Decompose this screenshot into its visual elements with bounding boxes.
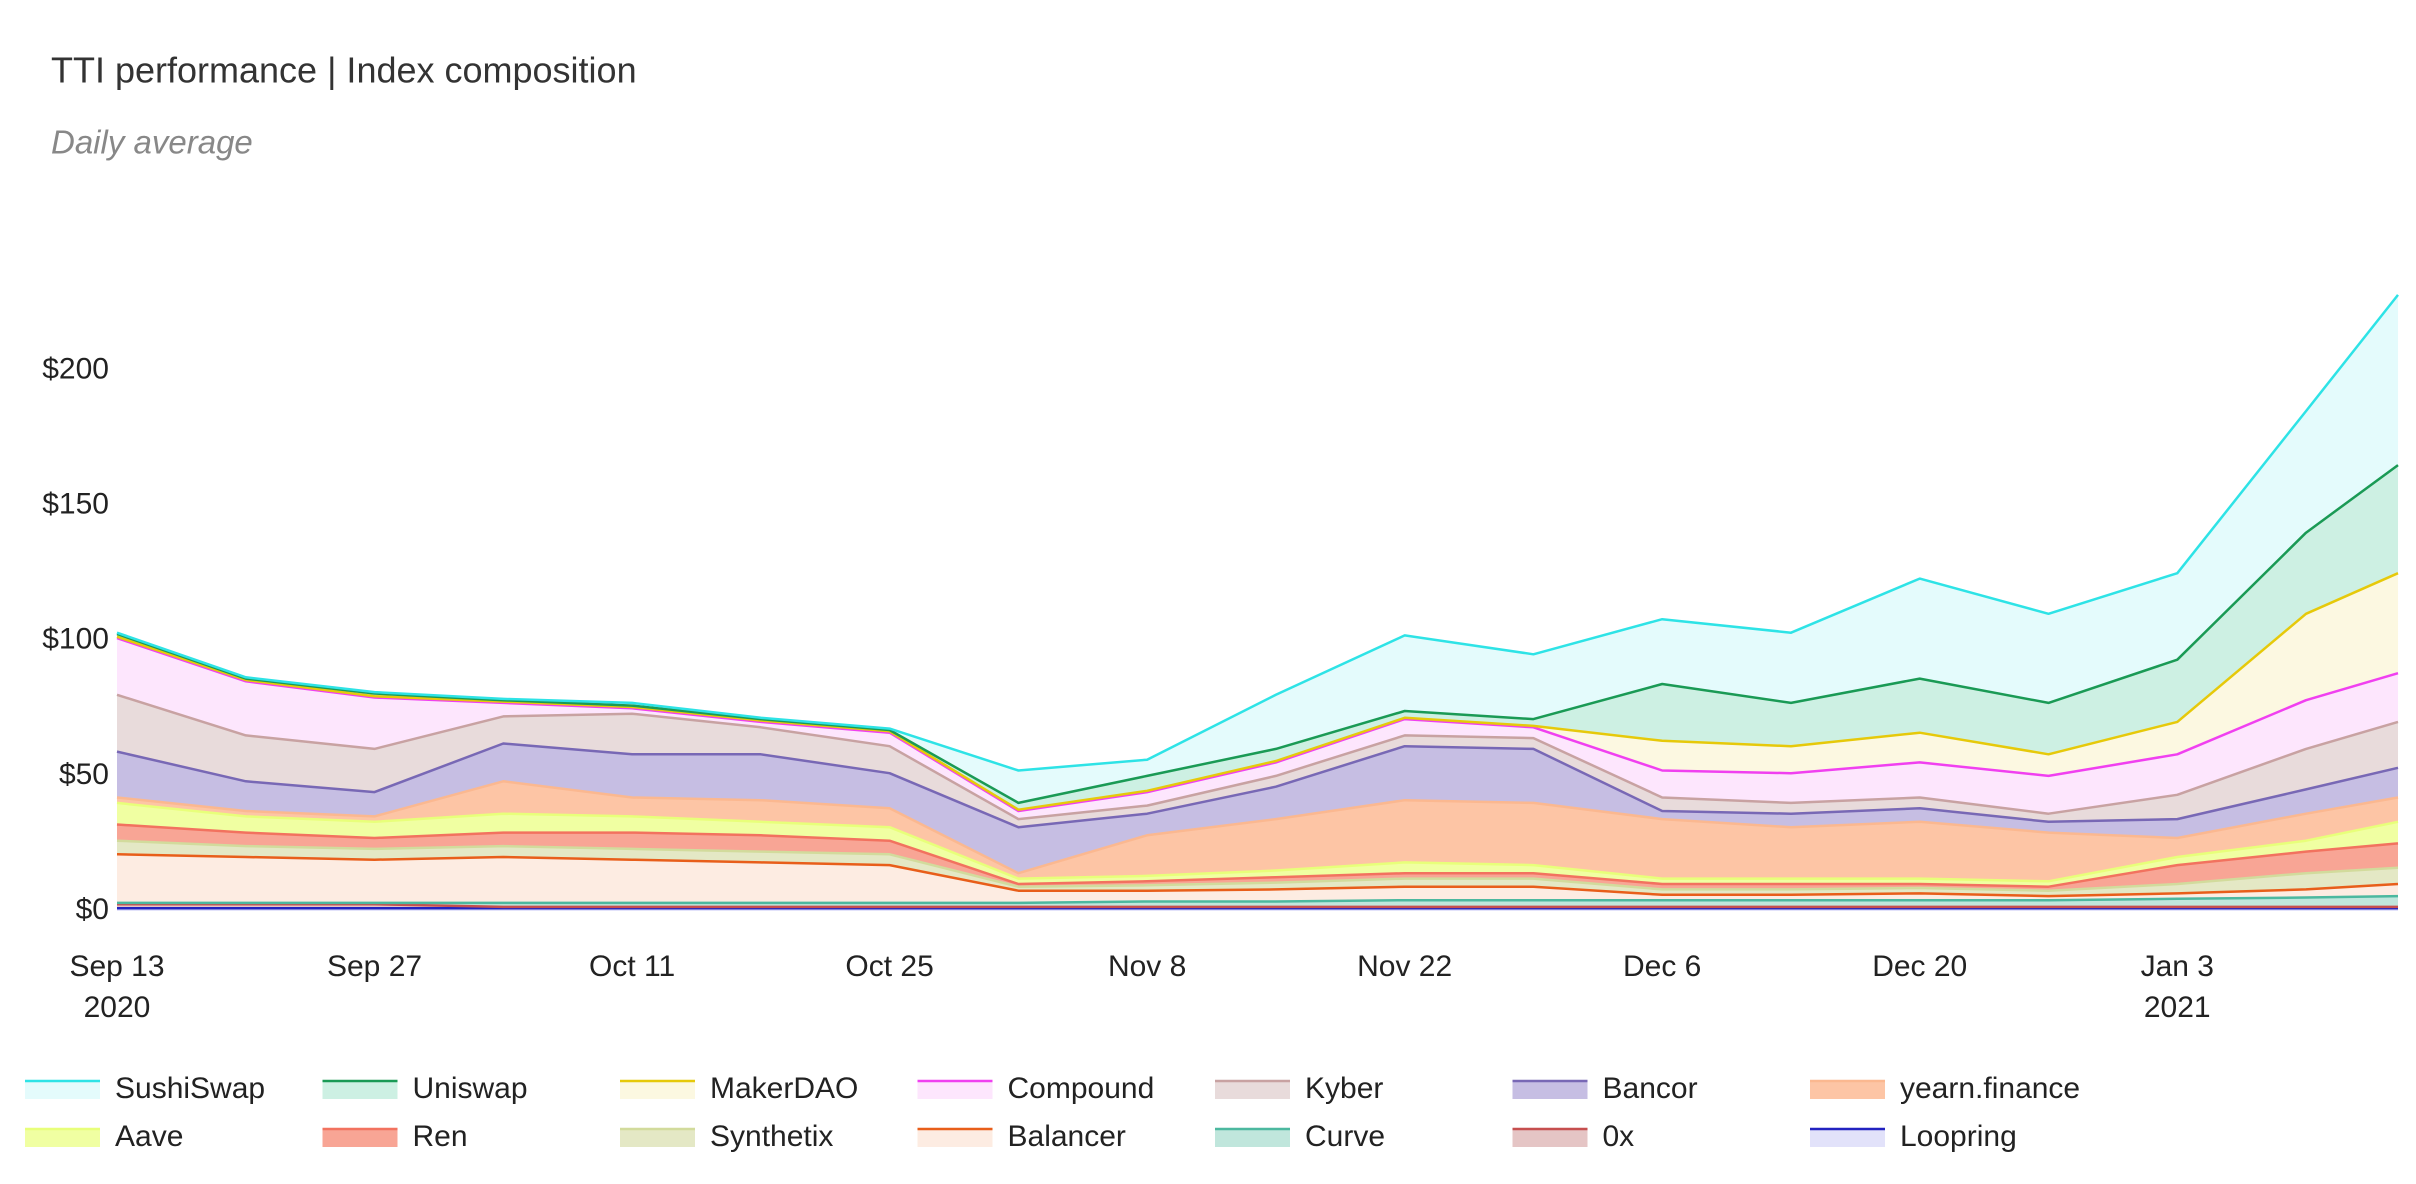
legend-swatch xyxy=(322,1129,398,1147)
legend-swatch xyxy=(620,1081,695,1099)
x-tick-label: Oct 25 xyxy=(845,950,933,983)
x-tick-label: Jan 3 2021 xyxy=(2141,950,2214,1024)
x-tick-label: Sep 27 xyxy=(327,950,422,983)
series-line xyxy=(117,894,2399,905)
x-tick-label: Dec 6 xyxy=(1623,950,1701,983)
area-fill xyxy=(117,294,2398,803)
x-tick-label: Dec 20 xyxy=(1872,950,1967,983)
plot-area xyxy=(117,294,2398,911)
x-tick-label: Nov 8 xyxy=(1108,950,1186,983)
legend-label: Aave xyxy=(115,1120,183,1153)
series-line xyxy=(116,636,2399,813)
y-tick-label: $100 xyxy=(42,623,109,656)
legend-swatch xyxy=(1215,1081,1290,1099)
y-tick-label: $50 xyxy=(59,758,109,791)
legend-swatch xyxy=(322,1081,398,1099)
legend-label: MakerDAO xyxy=(710,1072,858,1105)
plot-lines xyxy=(116,294,2399,910)
area-fill xyxy=(117,854,2398,903)
y-tick-label: $200 xyxy=(42,352,109,385)
legend-label: Ren xyxy=(413,1120,468,1153)
area-fill xyxy=(117,638,2398,820)
series-line xyxy=(116,294,2399,772)
series-line xyxy=(116,780,2399,875)
legend-swatch xyxy=(1810,1081,1885,1099)
series-line xyxy=(116,572,2399,811)
legend-label: Balancer xyxy=(1008,1120,1126,1153)
legend-label: Loopring xyxy=(1900,1120,2017,1153)
area-fill xyxy=(117,694,2398,828)
series-line xyxy=(116,801,2399,883)
legend-label: SushiSwap xyxy=(115,1072,265,1105)
legend-swatch xyxy=(1810,1129,1885,1147)
area-fill xyxy=(117,824,2398,891)
y-tick-label: $0 xyxy=(76,893,109,926)
legend-swatch xyxy=(917,1081,993,1099)
x-tick-label: Sep 13 2020 xyxy=(69,950,164,1024)
series-line xyxy=(116,853,2399,898)
legend-label: Uniswap xyxy=(413,1072,528,1105)
legend-swatch xyxy=(25,1081,100,1099)
legend-swatch xyxy=(1512,1081,1588,1099)
series-line xyxy=(116,839,2399,892)
legend-label: Bancor xyxy=(1603,1072,1698,1105)
legend-label: 0x xyxy=(1603,1120,1635,1153)
legend-swatch xyxy=(1215,1129,1290,1147)
series-line xyxy=(116,693,2399,821)
chart-subtitle: Daily average xyxy=(51,124,253,161)
legend-swatch xyxy=(620,1129,695,1147)
legend-label: Compound xyxy=(1008,1072,1155,1105)
area-fill xyxy=(117,465,2398,810)
y-tick-label: $150 xyxy=(42,488,109,521)
legend-label: Curve xyxy=(1305,1120,1385,1153)
chart-title: TTI performance | Index composition xyxy=(51,50,637,91)
x-tick-label: Oct 11 xyxy=(589,950,675,983)
area-fill xyxy=(117,840,2398,897)
area-fill xyxy=(117,802,2398,887)
legend-swatch xyxy=(917,1129,993,1147)
area-fill xyxy=(117,743,2398,874)
series-line xyxy=(116,464,2399,805)
legend-label: yearn.finance xyxy=(1900,1072,2080,1105)
legend-swatch xyxy=(1512,1129,1588,1147)
legend-swatch xyxy=(25,1129,100,1147)
series-line xyxy=(116,742,2399,829)
legend-label: Kyber xyxy=(1305,1072,1383,1105)
area-fill xyxy=(117,573,2398,811)
axes: $0 $50 $100 $150 $200 Sep 13 2020 Sep 27 Oct 11 O… xyxy=(42,352,2214,1023)
x-tick-label: Nov 22 xyxy=(1357,950,1452,983)
legend-label: Synthetix xyxy=(710,1120,833,1153)
area-fill xyxy=(117,781,2398,882)
legend: SushiSwap Uniswap MakerDAO Compound Kyber Ban… xyxy=(25,1072,2080,1153)
series-line xyxy=(116,823,2399,888)
series-line xyxy=(117,902,2398,909)
